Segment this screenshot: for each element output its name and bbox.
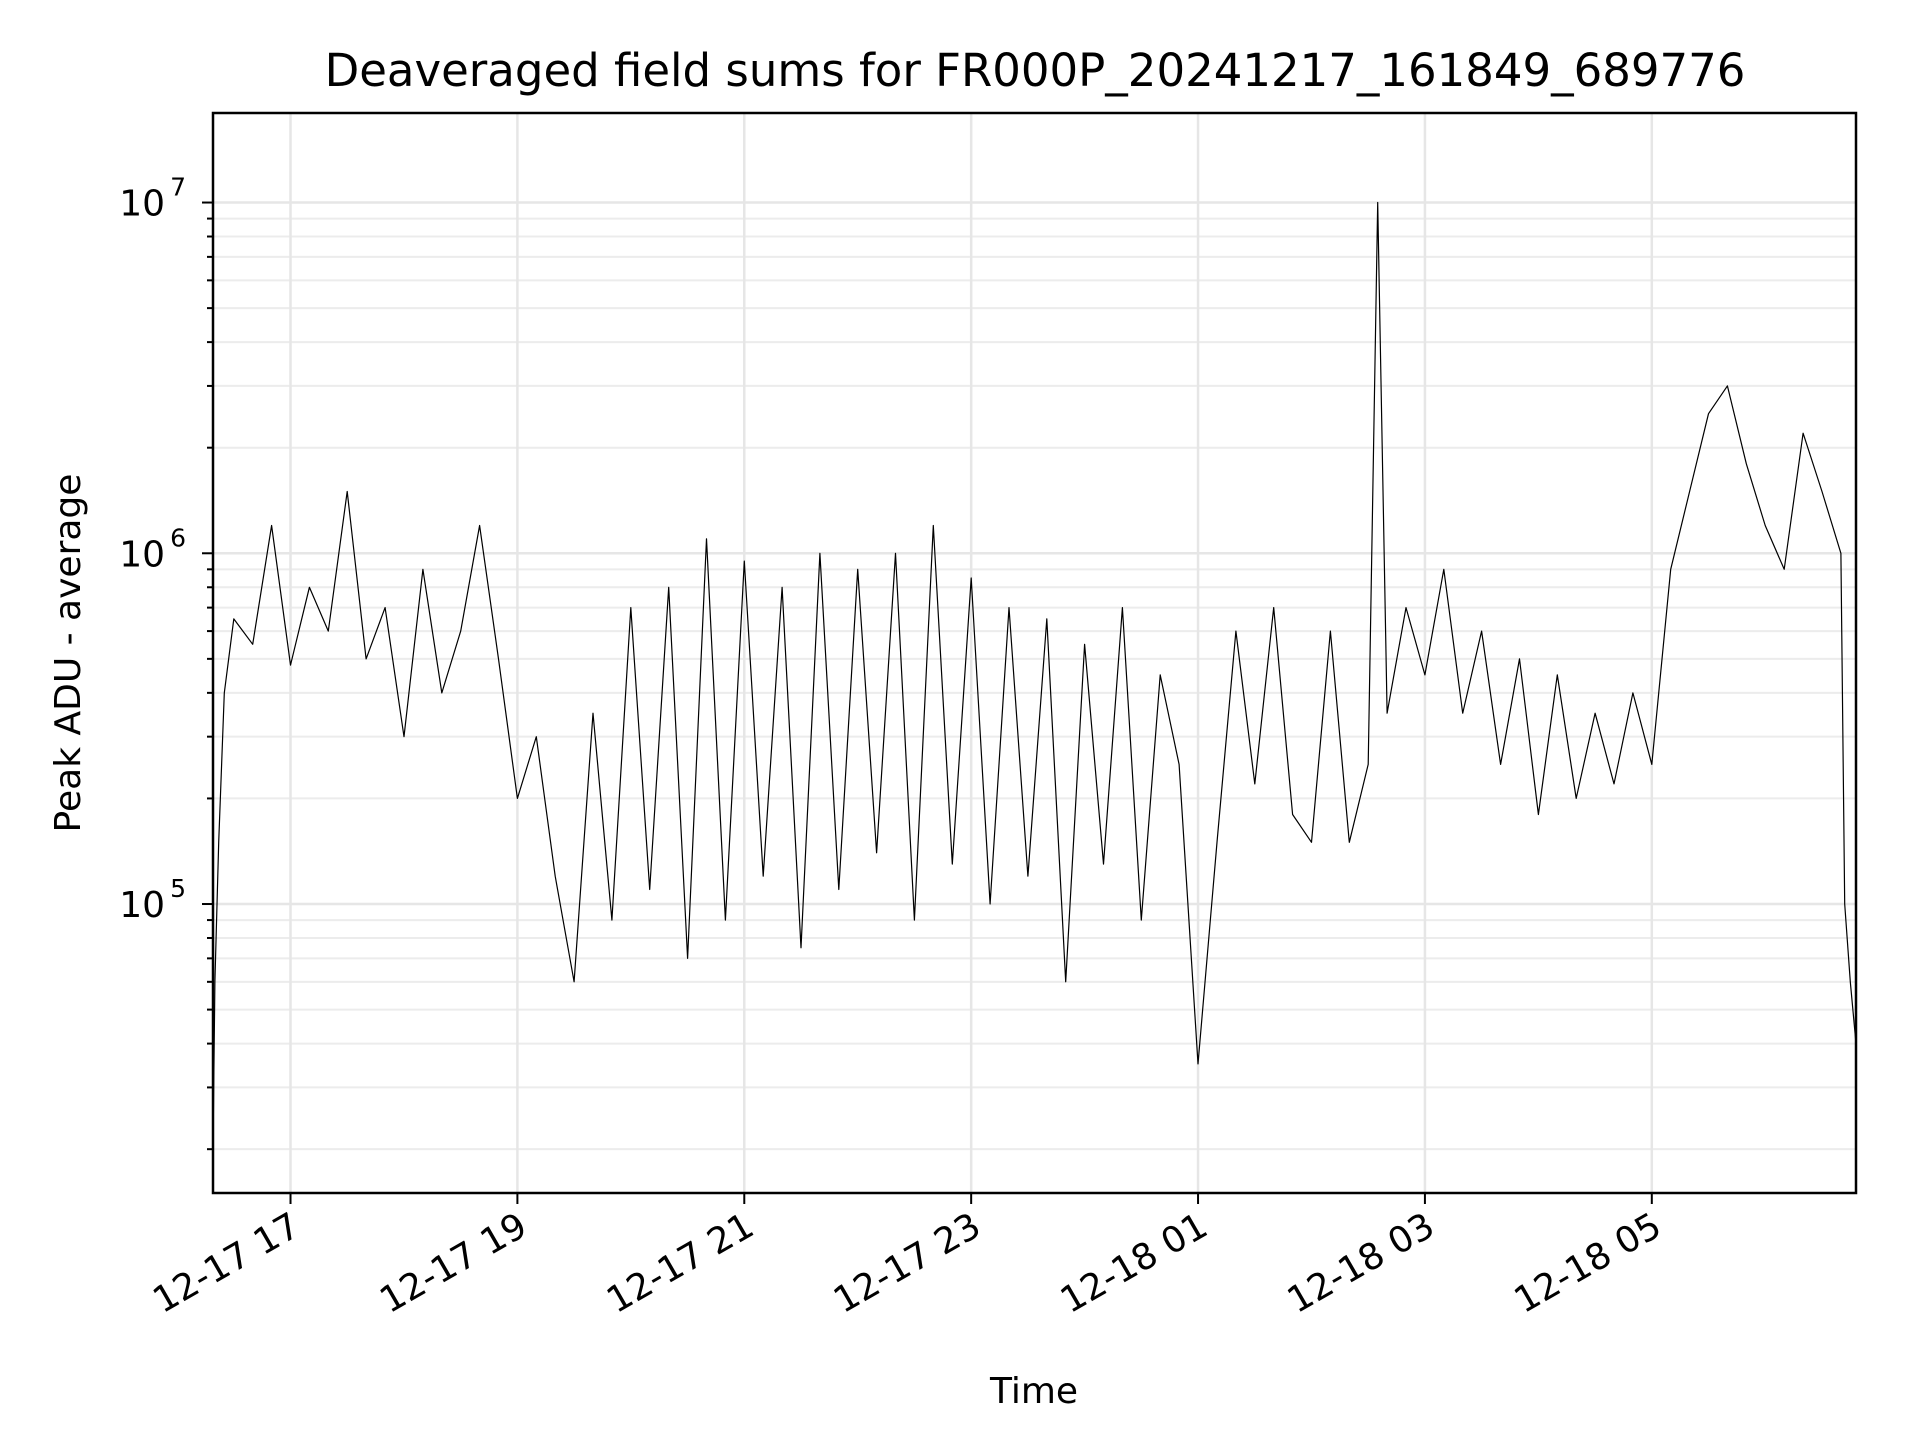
y-tick-label-base: 10 [119, 885, 165, 926]
series-layer [212, 201, 1857, 1150]
y-tick-label-exponent: 5 [170, 874, 186, 903]
y-tick-label-base: 10 [119, 534, 165, 575]
plot-frame [211, 111, 1858, 1195]
major-gridlines [213, 113, 1856, 1193]
chart-title: Deaveraged field sums for FR000P_2024121… [325, 44, 1746, 97]
y-tick-label-base: 10 [119, 184, 165, 225]
y-tick-label: 10 [119, 534, 165, 575]
minor-gridlines [213, 217, 1856, 1151]
x-axis-label: Time [989, 1371, 1078, 1412]
y-axis-label: Peak ADU - average [48, 474, 89, 833]
y-tick-label: 10 [119, 184, 165, 225]
y-tick-label-exponent: 6 [170, 523, 186, 552]
series-line [212, 201, 1857, 1150]
y-tick-label-exponent: 7 [170, 173, 186, 202]
y-tick-label: 10 [119, 885, 165, 926]
